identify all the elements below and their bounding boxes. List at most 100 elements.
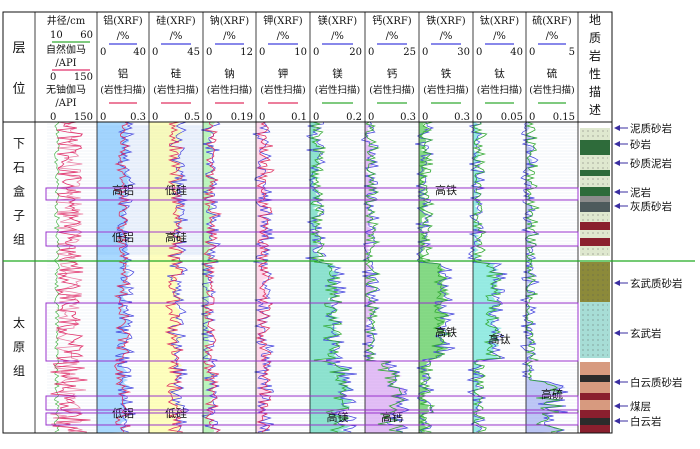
- formation-char: 石: [13, 161, 25, 175]
- track-scan-min: 0: [259, 112, 265, 123]
- track-scan-min: 0: [529, 112, 535, 123]
- track-xrf-label: 钾(XRF): [263, 14, 302, 27]
- track-fill-4: [310, 122, 354, 433]
- scan-curve-2: [203, 121, 223, 433]
- track-xrf-label: 钛(XRF): [480, 15, 519, 27]
- track-scan-max: 0.19: [231, 112, 253, 123]
- lithology-arrow-head: [614, 403, 620, 409]
- track-scan-label: 硫: [547, 67, 558, 80]
- highlight-interval-box: [45, 231, 579, 247]
- track-scan-max: 0.3: [130, 112, 146, 123]
- layer-header-char: 位: [12, 82, 25, 97]
- track-xrf-label: 铁(XRF): [426, 14, 465, 27]
- scan-curve-0: [113, 121, 132, 433]
- track-scan-label: 钾: [278, 67, 289, 80]
- lithology-label: 砂质泥岩: [630, 157, 672, 170]
- depth-line-label: 自然伽马: [46, 43, 86, 56]
- track-scan-max: 0.5: [184, 112, 200, 123]
- lithology-arrow-head: [614, 280, 620, 286]
- depth-line-max: 150: [74, 112, 93, 123]
- lithology-header-char: 地: [589, 13, 601, 27]
- scan-curve-3: [255, 121, 275, 433]
- scan-curve-8: [525, 121, 563, 433]
- xrf-curve-2: [200, 121, 222, 433]
- track-scan-label: 钛: [494, 67, 505, 80]
- scan-curve-7: [472, 121, 503, 433]
- depth-line-min: 10: [50, 30, 63, 41]
- lithology-header-char: 述: [589, 103, 601, 117]
- track-annotation: 高镁: [327, 410, 349, 424]
- track-scan-label: 钙: [387, 67, 398, 80]
- highlight-interval-box: [45, 302, 579, 362]
- track-xrf-min: 0: [422, 47, 428, 58]
- track-xrf-unit: /%: [277, 31, 290, 42]
- track-xrf-label: 铝(XRF): [103, 15, 142, 27]
- lithology-block: [580, 262, 610, 302]
- track-xrf-unit: /%: [170, 31, 183, 42]
- depth-line-max: 150: [74, 72, 93, 83]
- track-xrf-min: 0: [529, 47, 535, 58]
- track-annotation: 高钙: [381, 410, 403, 424]
- track-scan-max: 0.15: [553, 112, 575, 123]
- track-scan-max: 0.3: [454, 112, 470, 123]
- track-scan-label: 铁: [441, 67, 452, 80]
- xrf-curve-6: [415, 121, 456, 433]
- track-fill-6: [419, 122, 450, 433]
- lithology-label: 泥岩: [630, 186, 651, 199]
- track-scan-unit: (岩性扫描): [529, 84, 574, 96]
- track-scan-max: 0.1: [291, 112, 307, 123]
- track-annotation: 高铁: [435, 183, 457, 197]
- lithology-arrow-head: [614, 379, 620, 385]
- xrf-curve-0: [115, 121, 136, 433]
- track-xrf-unit: /%: [493, 31, 506, 42]
- lithology-block: [580, 202, 610, 212]
- highlight-interval-box: [45, 412, 579, 426]
- track-xrf-max: 5: [569, 47, 575, 58]
- lithology-block: [580, 362, 610, 375]
- lithology-block: [580, 212, 610, 222]
- track-xrf-max: 40: [133, 47, 146, 58]
- lithology-arrow-head: [614, 125, 620, 131]
- lithology-label: 玄武岩: [630, 327, 662, 340]
- track-scan-unit: (岩性扫描): [315, 84, 360, 96]
- depth-curve-1: [50, 121, 91, 433]
- track-scan-min: 0: [313, 112, 319, 123]
- lithology-block: [580, 238, 610, 246]
- track-scan-min: 0: [422, 112, 428, 123]
- formation-char: 组: [13, 364, 25, 378]
- track-annotation: 低铝: [112, 230, 134, 244]
- lithology-block: [580, 246, 610, 256]
- track-scan-unit: (岩性扫描): [207, 84, 252, 96]
- track-scan-min: 0: [152, 112, 158, 123]
- track-annotation: 高钛: [489, 332, 511, 346]
- formation-char: 原: [13, 340, 25, 354]
- track-xrf-max: 12: [240, 47, 253, 58]
- lithology-block: [580, 410, 610, 418]
- depth-line-unit: /API: [55, 58, 76, 69]
- lithology-label: 泥质砂岩: [630, 122, 672, 135]
- track-scan-max: 0.05: [501, 112, 523, 123]
- track-xrf-max: 20: [349, 47, 362, 58]
- lithology-block: [580, 170, 610, 176]
- lithology-header-char: 岩: [589, 48, 601, 63]
- lithology-block: [580, 393, 610, 400]
- track-xrf-label: 钙(XRF): [372, 14, 411, 27]
- track-xrf-max: 40: [510, 47, 523, 58]
- lithology-block: [580, 128, 610, 140]
- track-scan-unit: (岩性扫描): [477, 84, 522, 96]
- xrf-curve-4: [305, 121, 358, 433]
- lithology-header-char: 质: [589, 31, 601, 45]
- track-xrf-min: 0: [368, 47, 374, 58]
- formation-char: 组: [13, 233, 25, 247]
- depth-line-label: 无铀伽马: [46, 83, 86, 96]
- track-xrf-max: 45: [187, 47, 200, 58]
- track-xrf-min: 0: [313, 47, 319, 58]
- lithology-header-char: 性: [589, 67, 601, 81]
- track-scan-label: 铝: [118, 67, 129, 80]
- lithology-arrow-head: [614, 141, 620, 147]
- lithology-label: 煤层: [630, 400, 651, 413]
- lithology-block: [580, 176, 610, 187]
- lithology-arrow-head: [614, 330, 620, 336]
- track-scan-min: 0: [100, 112, 106, 123]
- lithology-block: [580, 187, 610, 196]
